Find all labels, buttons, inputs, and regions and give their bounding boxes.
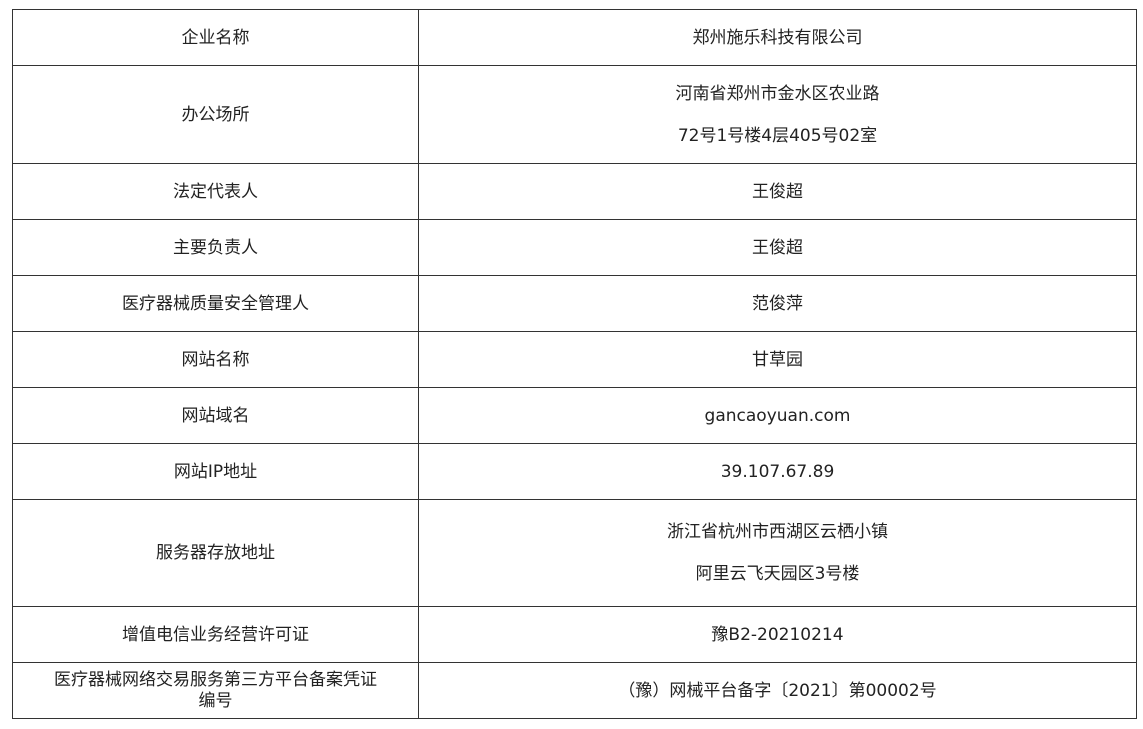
row-value: 甘草园 (418, 331, 1137, 388)
table-row: 医疗器械网络交易服务第三方平台备案凭证 编号 （豫）网械平台备字〔2021〕第00… (12, 662, 1137, 719)
row-value: 浙江省杭州市西湖区云栖小镇 阿里云飞天园区3号楼 (418, 499, 1137, 607)
row-value: 豫B2-20210214 (418, 606, 1137, 663)
table-row: 医疗器械质量安全管理人 范俊萍 (12, 275, 1137, 332)
value-line: 72号1号楼4层405号02室 (677, 125, 878, 146)
table-row: 网站名称 甘草园 (12, 331, 1137, 388)
table-row: 网站IP地址 39.107.67.89 (12, 443, 1137, 500)
row-label: 主要负责人 (12, 219, 419, 276)
table-row: 服务器存放地址 浙江省杭州市西湖区云栖小镇 阿里云飞天园区3号楼 (12, 499, 1137, 607)
table-row: 法定代表人 王俊超 (12, 163, 1137, 220)
table-row: 主要负责人 王俊超 (12, 219, 1137, 276)
row-label: 网站IP地址 (12, 443, 419, 500)
row-label: 企业名称 (12, 9, 419, 66)
row-value: 39.107.67.89 (418, 443, 1137, 500)
label-line: 医疗器械网络交易服务第三方平台备案凭证 (54, 669, 377, 690)
table-row: 增值电信业务经营许可证 豫B2-20210214 (12, 606, 1137, 663)
row-label: 网站域名 (12, 387, 419, 444)
row-label: 医疗器械质量安全管理人 (12, 275, 419, 332)
company-info-table: 企业名称 郑州施乐科技有限公司 办公场所 河南省郑州市金水区农业路 72号1号楼4… (12, 9, 1137, 719)
table-row: 网站域名 gancaoyuan.com (12, 387, 1137, 444)
table-row: 办公场所 河南省郑州市金水区农业路 72号1号楼4层405号02室 (12, 65, 1137, 164)
row-value: 王俊超 (418, 219, 1137, 276)
value-line: 阿里云飞天园区3号楼 (695, 564, 860, 584)
row-label: 办公场所 (12, 65, 419, 164)
row-label: 网站名称 (12, 331, 419, 388)
row-value: （豫）网械平台备字〔2021〕第00002号 (418, 662, 1137, 719)
label-line: 编号 (198, 690, 233, 711)
row-label: 服务器存放地址 (12, 499, 419, 607)
row-label: 增值电信业务经营许可证 (12, 606, 419, 663)
row-label: 法定代表人 (12, 163, 419, 220)
row-value: 河南省郑州市金水区农业路 72号1号楼4层405号02室 (418, 65, 1137, 164)
row-label: 医疗器械网络交易服务第三方平台备案凭证 编号 (12, 662, 419, 719)
row-value: gancaoyuan.com (418, 387, 1137, 444)
row-value: 郑州施乐科技有限公司 (418, 9, 1137, 66)
value-line: 浙江省杭州市西湖区云栖小镇 (667, 522, 888, 542)
table-row: 企业名称 郑州施乐科技有限公司 (12, 9, 1137, 66)
row-value: 范俊萍 (418, 275, 1137, 332)
row-value: 王俊超 (418, 163, 1137, 220)
value-line: 河南省郑州市金水区农业路 (675, 83, 880, 104)
